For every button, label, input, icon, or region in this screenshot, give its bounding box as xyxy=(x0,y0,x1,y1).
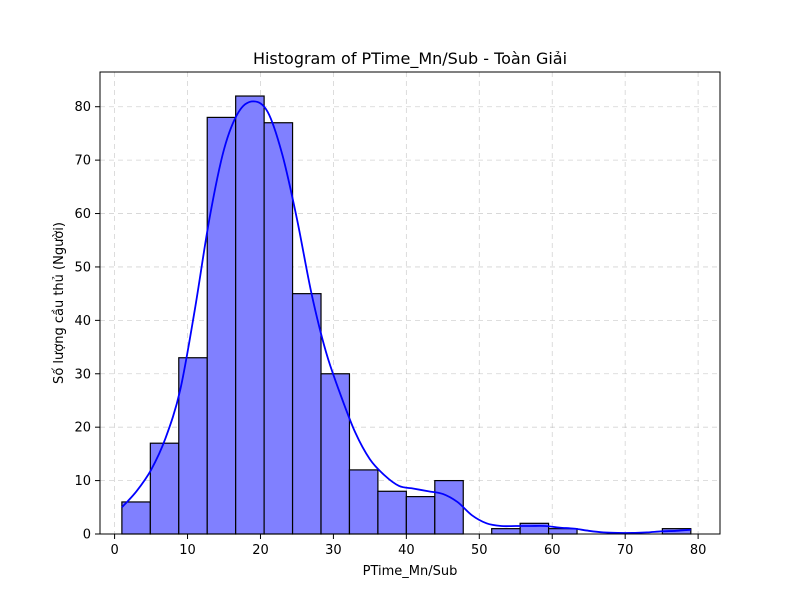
histogram-bar xyxy=(263,122,294,535)
y-axis: 0 10 20 30 40 50 60 70 80 xyxy=(74,100,100,543)
y-tick-label: 30 xyxy=(74,367,91,382)
x-tick-label: 10 xyxy=(179,543,196,558)
y-tick-label: 60 xyxy=(74,207,91,222)
x-tick-label: 60 xyxy=(544,543,561,558)
histogram-bar xyxy=(149,442,180,535)
x-tick-label: 0 xyxy=(110,543,118,558)
x-tick-label: 80 xyxy=(690,543,707,558)
y-tick-label: 70 xyxy=(74,154,91,169)
histogram-bar xyxy=(206,116,237,535)
y-tick-label: 10 xyxy=(74,474,91,489)
kde-line xyxy=(121,100,691,534)
histogram-bar xyxy=(291,293,322,535)
chart-title: Histogram of PTime_Mn/Sub - Toàn Giải xyxy=(253,49,567,69)
histogram-bar xyxy=(434,479,464,535)
histogram-bar xyxy=(519,522,550,535)
histogram-bar xyxy=(178,357,208,535)
y-axis-label: Số lượng cầu thủ (Người) xyxy=(52,222,67,384)
kde-layer xyxy=(121,100,691,534)
histogram-bar xyxy=(320,373,351,535)
y-tick-label: 40 xyxy=(74,314,91,329)
histogram-bar xyxy=(348,469,379,535)
x-tick-label: 70 xyxy=(617,543,634,558)
x-tick-label: 30 xyxy=(325,543,342,558)
y-tick-label: 0 xyxy=(83,528,91,543)
bars-layer xyxy=(121,95,692,535)
x-axis-label: PTime_Mn/Sub xyxy=(363,564,458,579)
x-axis: 0 10 20 30 40 50 60 70 80 xyxy=(110,534,706,558)
histogram-bar xyxy=(405,496,436,535)
histogram-bar xyxy=(547,528,578,535)
histogram-bar xyxy=(121,501,151,535)
histogram-bar xyxy=(235,95,265,535)
y-tick-label: 20 xyxy=(74,421,91,436)
y-tick-label: 50 xyxy=(74,260,91,275)
plot-frame xyxy=(99,71,721,535)
x-tick-label: 50 xyxy=(471,543,488,558)
histogram-bar xyxy=(377,490,407,535)
histogram-bar xyxy=(491,528,521,535)
y-tick-label: 80 xyxy=(74,100,91,115)
x-tick-label: 40 xyxy=(398,543,415,558)
x-tick-label: 20 xyxy=(252,543,269,558)
